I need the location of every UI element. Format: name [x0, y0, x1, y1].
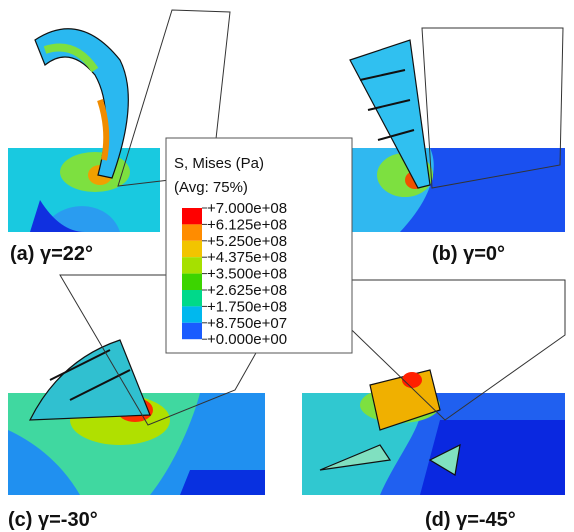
legend-swatch — [182, 208, 202, 225]
legend-swatch — [182, 290, 202, 307]
legend-label: +3.500e+08 — [207, 266, 287, 283]
panel-d — [298, 279, 566, 495]
panel-label: (b) γ=0° — [432, 243, 505, 265]
panel-c — [8, 274, 301, 495]
legend-label: +1.750e+08 — [207, 298, 287, 315]
panel-label: (c) γ=-30° — [8, 509, 98, 531]
legend-label: +0.000e+00 — [207, 331, 287, 348]
legend-swatch — [182, 240, 202, 258]
panel-a — [8, 9, 231, 232]
legend-label: +8.750e+07 — [207, 315, 287, 332]
legend-swatch — [182, 322, 202, 340]
legend-label: +2.625e+08 — [207, 282, 287, 299]
legend-label: +6.125e+08 — [207, 216, 287, 233]
panel-label: (a) γ=22° — [10, 243, 93, 265]
legend-label: +5.250e+08 — [207, 233, 287, 250]
legend-swatch — [182, 257, 202, 274]
legend-label: +7.000e+08 — [207, 200, 287, 217]
legend-swatch — [182, 273, 202, 290]
legend-swatch — [182, 306, 202, 323]
legend-label: +4.375e+08 — [207, 249, 287, 266]
panel-label: (d) γ=-45° — [425, 509, 516, 531]
legend-items: +7.000e+08+6.125e+08+5.250e+08+4.375e+08… — [182, 200, 287, 348]
legend-subtitle: (Avg: 75%) — [174, 179, 248, 196]
legend-swatch — [182, 224, 202, 241]
legend-title: S, Mises (Pa) — [174, 155, 264, 172]
panel-b — [349, 27, 565, 232]
